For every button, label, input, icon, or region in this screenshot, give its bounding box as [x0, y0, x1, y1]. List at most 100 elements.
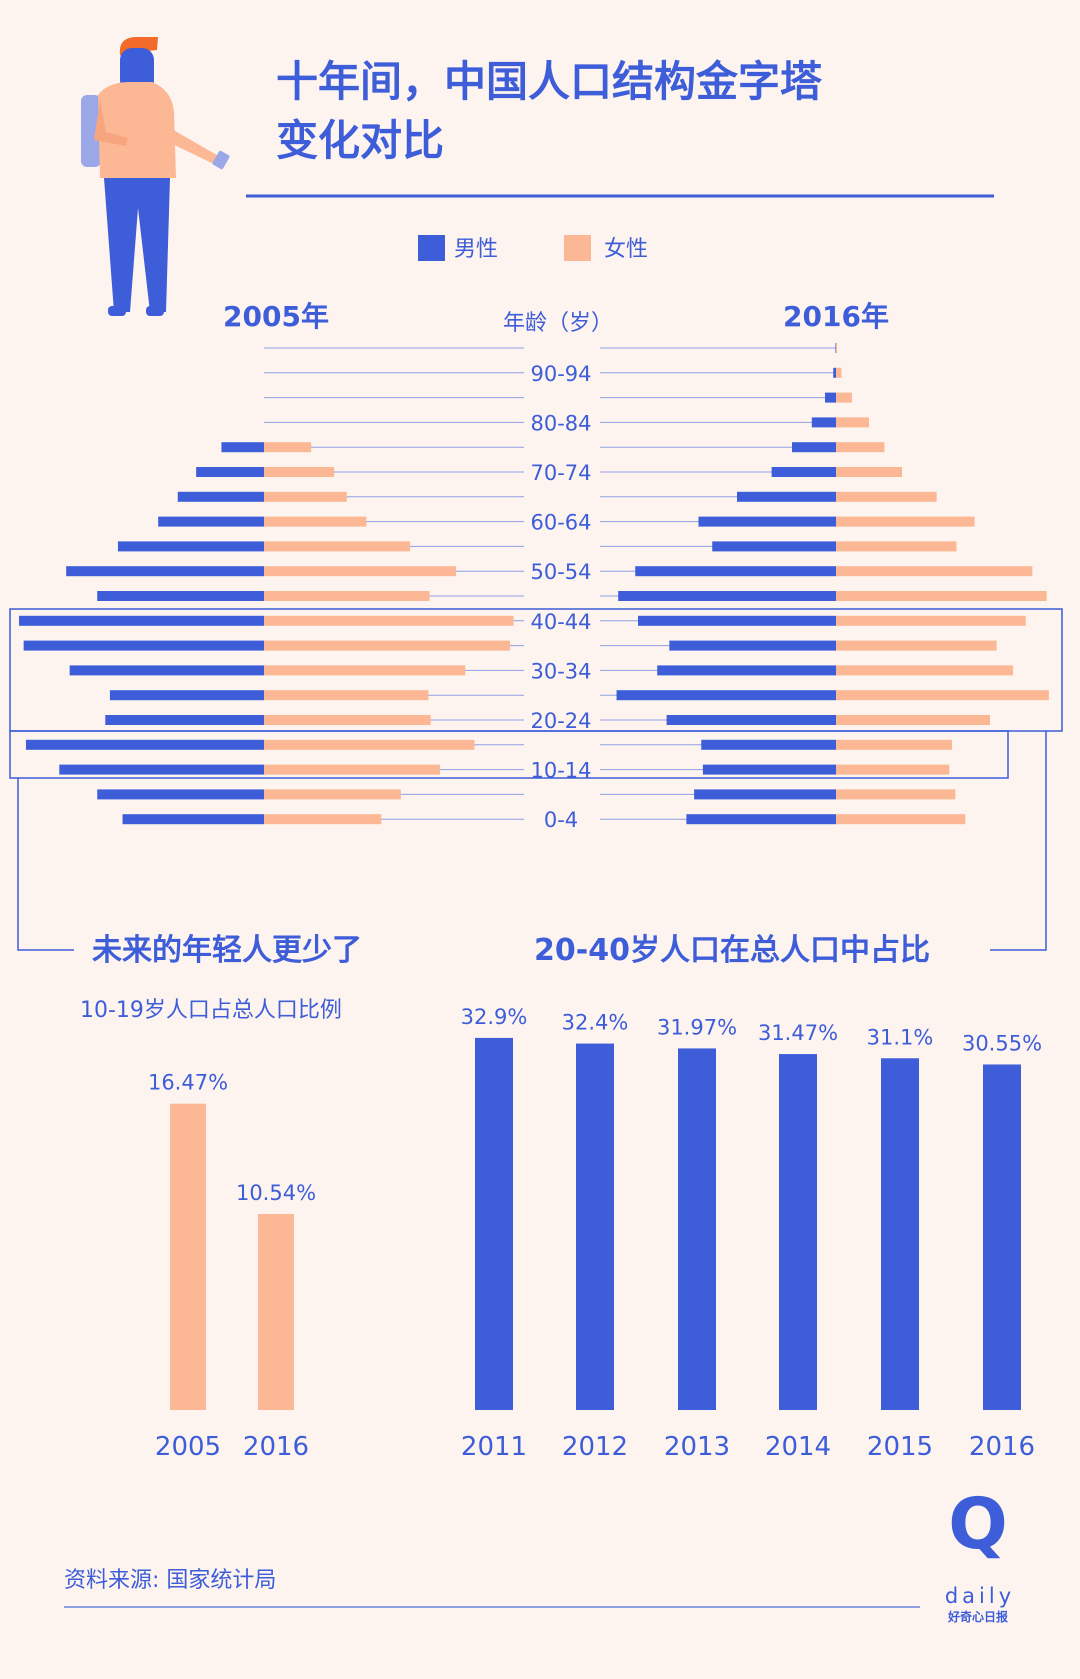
pyramid-bar-female: [264, 467, 335, 477]
pyramid-bar-male: [771, 467, 836, 477]
pyramid-bar-male: [25, 739, 265, 750]
pyramid-bar-female: [836, 491, 937, 502]
bar-value-label: 31.47%: [758, 1021, 838, 1045]
pyramid-bar-male: [177, 491, 264, 502]
pyramid-right-title: 2016年: [783, 300, 889, 333]
pyramid-bar-female: [264, 789, 401, 800]
pyramid-bar-male: [221, 442, 264, 453]
logo-mark: Q: [948, 1483, 1008, 1565]
pyramid-bar-female: [836, 789, 956, 800]
pyramid-bar-female: [836, 814, 966, 825]
pyramid-bar-female: [264, 814, 382, 825]
bar: [258, 1213, 294, 1410]
pyramid-bar-male: [669, 640, 836, 651]
pyramid-bar-male: [638, 615, 836, 626]
pyramid-bar-male: [97, 789, 264, 800]
connector-right: [990, 731, 1047, 951]
pyramid-bar-female: [836, 566, 1033, 577]
bar-value-label: 31.1%: [867, 1025, 934, 1049]
age-label: 70-74: [530, 461, 591, 485]
pyramid-bar-female: [836, 739, 953, 750]
pyramid-bar-male: [618, 591, 836, 601]
pyramid-bar-female: [836, 343, 838, 353]
pyramid-bar-female: [264, 591, 430, 601]
pyramid-bar-female: [836, 442, 885, 453]
legend-male-label: 男性: [454, 237, 498, 262]
pyramid-bar-female: [264, 764, 440, 775]
pyramid-bar-female: [836, 591, 1047, 601]
pyramid-2016: [600, 343, 1049, 825]
pyramid-bar-male: [835, 343, 836, 353]
pyramid-2005: [19, 347, 524, 825]
pyramid-bar-female: [836, 715, 990, 725]
phone-icon: [212, 150, 230, 170]
pyramid-bar-female: [264, 491, 347, 502]
pyramid-bar-male: [825, 392, 836, 403]
pyramid-bar-female: [264, 665, 466, 676]
pyramid-bar-female: [264, 640, 511, 651]
bar: [576, 1043, 614, 1410]
logo-tagline: 好奇心日报: [947, 1609, 1008, 1624]
young-chart-title: 未来的年轻人更少了: [92, 933, 362, 968]
pyramid-bar-female: [836, 516, 975, 527]
pyramid-bar-male: [811, 417, 836, 428]
page-title-line2: 变化对比: [276, 116, 444, 165]
legs-icon: [104, 178, 170, 312]
bar-category-label: 2012: [562, 1432, 628, 1462]
adult-chart-title: 20-40岁人口在总人口中占比: [534, 933, 930, 968]
shoe-icon: [108, 306, 126, 316]
pyramid-bar-male: [698, 516, 836, 527]
legend-male-swatch: [418, 235, 445, 261]
bar: [475, 1037, 513, 1410]
pyramid-bar-female: [836, 640, 997, 651]
pyramid-bar-male: [694, 789, 836, 800]
age-label: 10-14: [530, 759, 591, 783]
pyramid-bar-male: [833, 367, 836, 378]
legend: 男性 女性: [418, 235, 648, 262]
bar-value-label: 10.54%: [236, 1181, 316, 1205]
bar-value-label: 30.55%: [962, 1031, 1042, 1055]
pyramid-bar-female: [836, 417, 869, 428]
bar: [779, 1054, 817, 1410]
pyramid-bar-female: [836, 665, 1014, 676]
pyramid-bar-male: [122, 814, 264, 825]
pyramid-bar-female: [836, 392, 852, 403]
pyramid-bar-male: [712, 541, 836, 552]
source-note: 资料来源: 国家统计局: [64, 1568, 276, 1593]
bar: [983, 1064, 1021, 1410]
pyramid-bar-female: [264, 739, 475, 750]
pyramid-bar-male: [69, 665, 265, 676]
pyramid-bar-female: [836, 367, 842, 378]
shoe-icon: [146, 306, 164, 316]
pyramid-bar-female: [264, 715, 431, 725]
pyramid-bar-female: [264, 690, 429, 701]
pyramid-bar-female: [836, 764, 950, 775]
bar-category-label: 2014: [765, 1432, 831, 1462]
highlight-10-19-box: [9, 730, 1009, 779]
pyramid-bar-female: [836, 467, 902, 477]
pyramid-bar-male: [616, 690, 836, 701]
pyramid-bar-male: [66, 566, 264, 577]
pyramid-bar-male: [117, 541, 264, 552]
hand-icon: [94, 100, 128, 146]
pyramid-bar-female: [836, 615, 1026, 626]
pyramid-bar-female: [264, 615, 514, 626]
person-with-phone-icon: [81, 37, 230, 316]
age-label: 40-44: [530, 610, 591, 634]
young-chart-subtitle: 10-19岁人口占总人口比例: [80, 998, 342, 1023]
legend-female-label: 女性: [604, 237, 648, 262]
arm-icon: [164, 128, 222, 166]
head-icon: [120, 48, 154, 92]
pyramid-bar-male: [635, 566, 836, 577]
age-label: 20-24: [530, 709, 591, 733]
pyramid-bar-male: [105, 715, 264, 725]
age-label: 80-84: [530, 411, 591, 435]
young-share-chart: 16.47% 2005 10.54% 2016: [148, 1071, 316, 1462]
age-label: 50-54: [530, 560, 591, 584]
bar-category-label: 2011: [461, 1432, 527, 1462]
pyramid-bar-male: [59, 764, 264, 775]
qdaily-logo: Q daily 好奇心日报: [945, 1483, 1011, 1624]
pyramid-bar-female: [836, 541, 957, 552]
age-label: 30-34: [530, 659, 591, 683]
bar-value-label: 32.9%: [461, 1005, 528, 1029]
